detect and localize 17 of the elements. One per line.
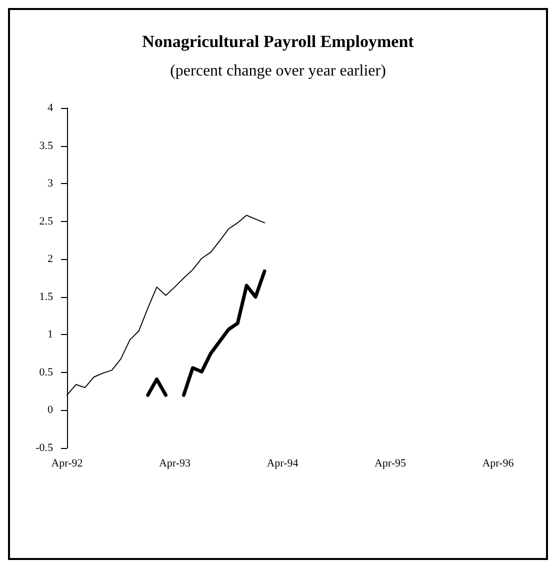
y-tick-label: 1	[48, 328, 53, 341]
y-tick-label: 2	[48, 253, 53, 266]
y-tick-label: 0.5	[39, 366, 54, 378]
y-tick-label: 1.5	[39, 290, 54, 303]
chart-title: Nonagricultural Payroll Employment	[142, 32, 414, 51]
x-tick-label: Apr-95	[374, 458, 407, 470]
y-tick-label: 3.5	[39, 140, 54, 152]
y-tick-label: 4	[48, 102, 54, 114]
x-tick-label: Apr-93	[158, 458, 192, 470]
x-tick-label: Apr-92	[51, 458, 83, 470]
y-tick-label: -0.5	[36, 442, 54, 454]
chart-subtitle: (percent change over year earlier)	[170, 62, 386, 80]
x-tick-label: Apr-96	[482, 458, 514, 470]
y-tick-label: 2.5	[39, 215, 54, 228]
y-tick-label: 3	[48, 178, 54, 190]
x-tick-label: Apr-94	[266, 458, 299, 470]
y-tick-label: 0	[48, 404, 54, 416]
